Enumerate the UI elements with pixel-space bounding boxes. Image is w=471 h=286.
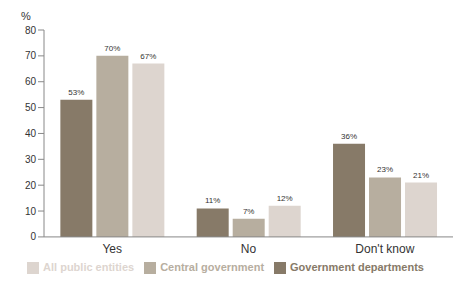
html-text:Government departments: Government departments	[290, 260, 424, 273]
svg-text:50: 50	[25, 102, 37, 113]
svg-text:36%: 36%	[341, 132, 357, 141]
svg-text:70%: 70%	[104, 44, 120, 53]
svg-text:80: 80	[25, 25, 37, 36]
svg-text:0: 0	[30, 231, 36, 242]
svg-text:12%: 12%	[277, 194, 293, 203]
svg-text:53%: 53%	[68, 88, 84, 97]
svg-text:Don't know: Don't know	[355, 242, 414, 256]
svg-text:No: No	[241, 242, 257, 256]
html-text:Central government: Central government	[160, 260, 265, 273]
svg-text:10: 10	[25, 206, 37, 217]
svg-text:Yes: Yes	[102, 242, 122, 256]
svg-text:70: 70	[25, 50, 37, 61]
svg-text:20: 20	[25, 180, 37, 191]
svg-text:21%: 21%	[413, 171, 429, 180]
svg-text:67%: 67%	[140, 52, 156, 61]
svg-text:11%: 11%	[205, 196, 220, 205]
svg-text:60: 60	[25, 76, 37, 87]
svg-text:7%: 7%	[243, 207, 255, 216]
html-text:All public entities: All public entities	[43, 260, 135, 273]
svg-text:%: %	[21, 10, 31, 22]
svg-text:40: 40	[25, 128, 37, 139]
svg-text:23%: 23%	[377, 165, 393, 174]
svg-text:30: 30	[25, 154, 37, 165]
